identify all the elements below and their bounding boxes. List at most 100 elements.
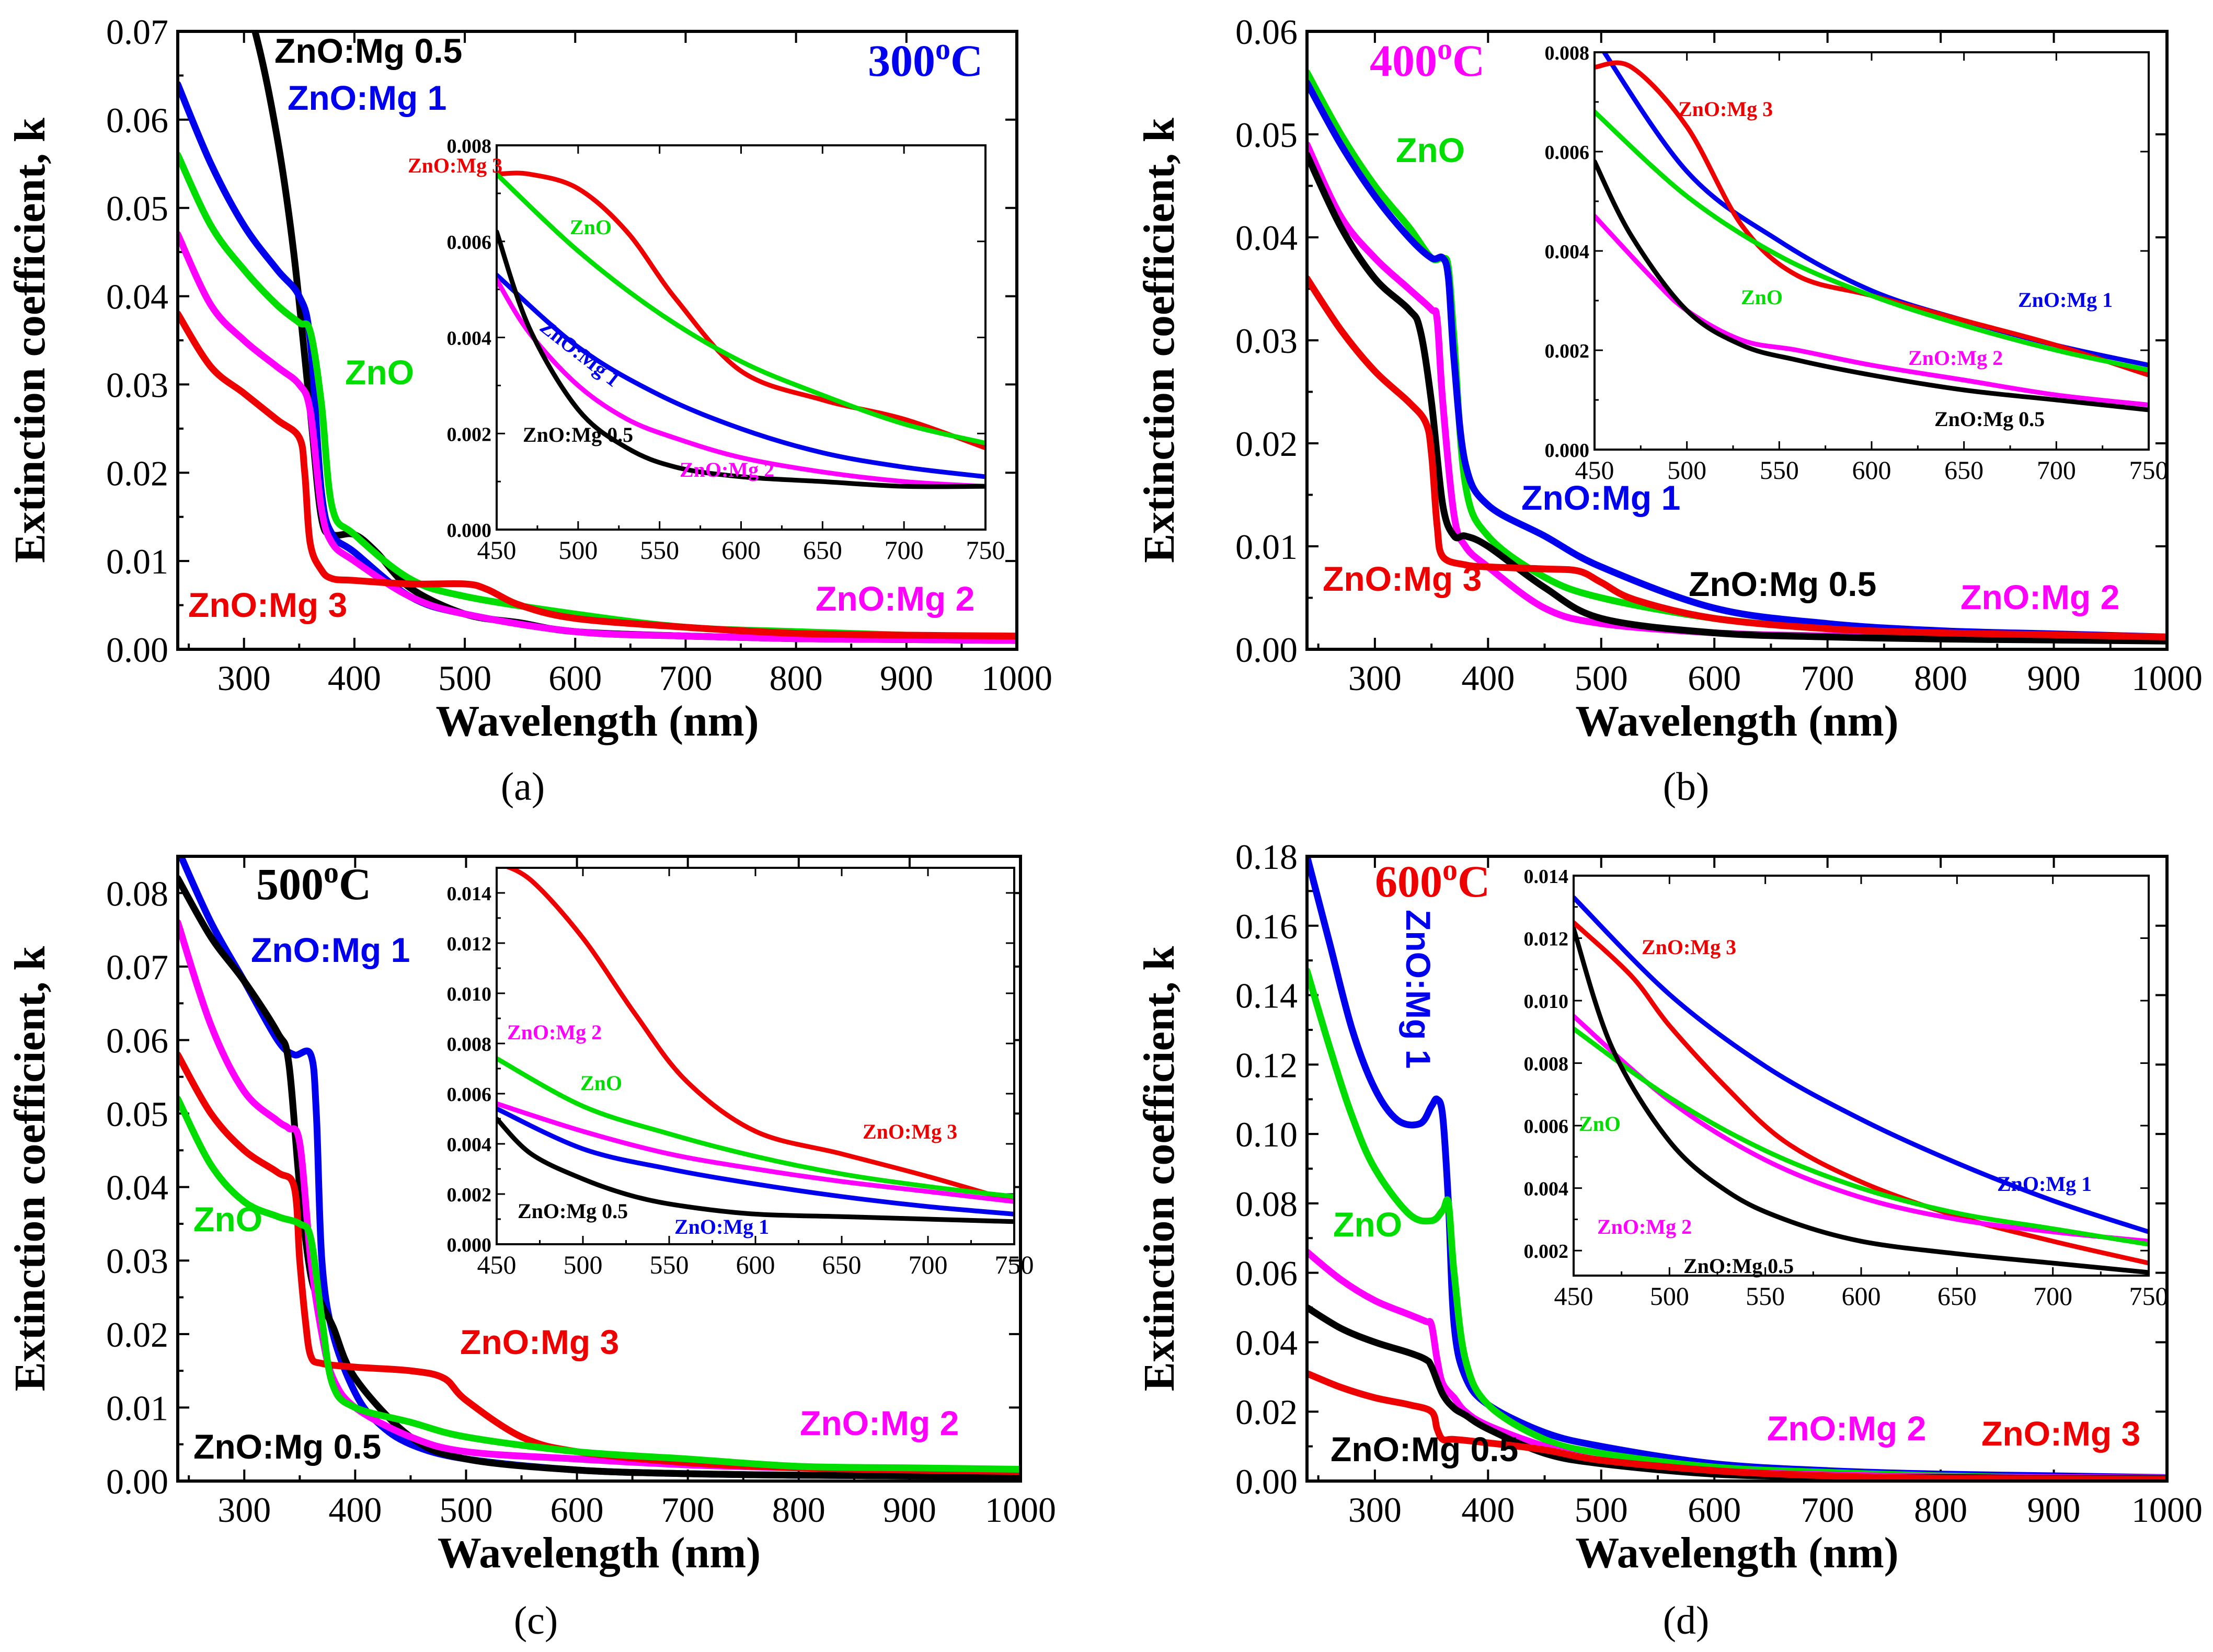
panel-d-plot-frame [1305,855,2169,1483]
panel-d-label-zno-mg-2: ZnO:Mg 2 [1767,1409,1926,1448]
panel-a-y-tick-label: 0.05 [106,189,168,228]
panel-b-inset-x-tick-label: 700 [2037,455,2076,485]
panel-d-x-tick-label: 600 [1688,1490,1741,1530]
panel-a-series-group [178,31,1017,644]
panel-b-series-group [1307,69,2167,645]
panel-d-inset: 450 500 550 600 650 700 750 0.002 0.004 0.006 0.00… [1524,866,2169,1311]
panel-d-inset-label-zno-mg-0-5: ZnO:Mg 0.5 [1683,1254,1794,1278]
panel-c-inset-label-zno: ZnO [580,1071,622,1095]
panel-b-y-tick-label: 0.00 [1235,630,1298,670]
panel-a-inset-series-zno-mg-0-5 [497,229,985,489]
panel-b-y-axis-title: Extinction coefficient, k [1135,118,1184,563]
panel-a-y-tick-label: 0.02 [106,453,168,493]
panel-a-y-axis-title: Extinction coefficient, k [6,118,54,563]
panel-c-y-axis-title: Extinction coefficient, k [6,946,54,1391]
panel-c-inset-y-tick-label: 0.004 [447,1134,492,1156]
panel-b-x-axis-title: Wavelength (nm) [1575,697,1898,745]
panel-c-x-tick-label: 400 [328,1490,382,1530]
panel-a-plot-frame [176,30,1018,651]
panel-a-inset-series-zno-mg-1 [497,272,985,479]
panel-d-inset-x-tick-label: 600 [1842,1281,1881,1311]
panel-b-inset-x-tick-label: 750 [2129,455,2169,485]
panel-a-inset-label-zno-mg-2: ZnO:Mg 2 [680,458,774,481]
panel-d-inset-x-tick-label: 700 [2033,1281,2072,1311]
panel-a-y-tick-label: 0.04 [106,277,168,317]
panel-d-inset-x-tick-label: 750 [2129,1281,2169,1311]
panel-c-x-tick-label: 300 [217,1490,271,1530]
panel-b-y-tick-label: 0.04 [1235,218,1298,258]
panel-c-y-tick-label: 0.06 [106,1020,168,1060]
panel-d-inset-series-zno-mg-1 [1574,895,2149,1234]
panel-c-inset-y-tick-label: 0.000 [447,1234,492,1256]
panel-a-series-zno-mg-3 [178,310,1017,640]
panel-c-inset-x-tick-label: 650 [822,1250,862,1279]
panel-a-label-zno: ZnO [345,353,414,392]
panel-d-x-tick-label: 1000 [2131,1490,2203,1530]
panel-a-inset-series-zno [497,171,985,446]
panel-d-inset-label-zno: ZnO [1579,1112,1621,1135]
panel-c-series-zno [178,1095,1020,1473]
panel-c-label-zno-mg-2: ZnO:Mg 2 [800,1404,959,1442]
panel-c-inset-series-zno [497,1056,1014,1199]
panel-c-inset-label-zno-mg-3: ZnO:Mg 3 [863,1120,957,1143]
panel-c-x-axis-title: Wavelength (nm) [438,1529,761,1577]
panel-d-inset-y-tick-label: 0.008 [1524,1053,1569,1075]
panel-b-y-tick-label: 0.01 [1235,527,1298,567]
panel-a-x-tick-label: 900 [880,658,933,698]
panel-b-inset-series-zno-mg-3 [1595,60,2149,377]
panel-a-inset-x-tick-label: 550 [640,535,679,565]
panel-b-inset-y-tick-label: 0.000 [1545,440,1590,462]
panel-b-y-tick-label: 0.05 [1235,115,1298,155]
panel-b-series-zno-mg-3 [1307,275,2167,640]
panel-a-inset-x-tick-label: 600 [721,535,761,565]
panel-b-inset-series-zno [1595,109,2149,373]
panel-d-label-zno-mg-3: ZnO:Mg 3 [1981,1414,2140,1453]
panel-b-temperature-label: 400oC [1370,32,1485,86]
panel-c-y-tick-label: 0.01 [106,1388,168,1428]
panel-a-y-tick-label: 0.03 [106,365,168,405]
panel-d-inset-y-tick-label: 0.014 [1524,866,1569,888]
panel-d-y-tick-label: 0.18 [1235,837,1298,877]
panel-b-inset-series-zno-mg-2 [1595,214,2149,407]
panel-c-inset-y-tick-label: 0.006 [447,1084,492,1106]
panel-b-inset-x-tick-label: 600 [1852,455,1891,485]
panel-c-inset-x-tick-label: 450 [477,1250,517,1279]
panel-c-inset-y-tick-label: 0.010 [447,983,492,1005]
panel-b-inset-label-zno-mg-0-5: ZnO:Mg 0.5 [1934,407,2045,431]
panel-c-x-tick-label: 600 [551,1490,604,1530]
panel-a-y-tick-label: 0.06 [106,100,168,140]
panel-b: 300 400 500 600 700 800 900 1000 0.00 0.01 0.02 0.0… [1135,12,2203,809]
panel-d-inset-frame [1573,875,2150,1277]
panel-b-inset-x-tick-label: 550 [1760,455,1799,485]
panel-a-x-tick-label: 800 [770,658,823,698]
panel-c-label-zno-mg-1: ZnO:Mg 1 [251,931,410,969]
panel-d-inset-series-group [1574,895,2149,1275]
panel-d: 300 400 500 600 700 800 900 1000 0.00 0.02 0.04 0.0… [1135,837,2203,1643]
panel-b-caption: (b) [1663,765,1710,809]
panel-a-inset-label-zno-mg-0-5: ZnO:Mg 0.5 [523,423,633,446]
panel-c-inset-y-tick-label: 0.002 [447,1184,492,1206]
panel-b-inset-x-tick-label: 450 [1575,455,1614,485]
panel-b-inset-y-tick-label: 0.006 [1545,142,1590,164]
panel-c-series-group [178,856,1020,1481]
panel-c-caption: (c) [514,1599,558,1643]
panel-d-inset-x-tick-label: 450 [1554,1281,1593,1311]
panel-d-x-tick-label: 900 [2027,1490,2081,1530]
panel-a-inset: 450 500 550 600 650 700 750 0.000 0.002 0.004 0.00… [408,135,1005,565]
panel-c-y-tick-label: 0.08 [106,874,168,913]
panel-b-x-tick-label: 400 [1461,658,1515,698]
panel-d-inset-series-zno-mg-3 [1574,920,2149,1266]
panel-a-inset-y-tick-label: 0.002 [447,423,492,445]
panel-d-y-tick-label: 0.14 [1235,976,1298,1016]
panel-c-inset-x-tick-label: 600 [736,1250,775,1279]
panel-b-x-tick-label: 900 [2027,658,2081,698]
panel-a-x-tick-label: 400 [328,658,381,698]
panel-a-inset-x-tick-label: 450 [477,535,517,565]
panel-b-inset-background [1595,52,2149,450]
panel-c-inset-y-tick-label: 0.012 [447,933,492,955]
panel-a-inset-y-tick-label: 0.008 [447,135,492,157]
panel-a-inset-label-zno: ZnO [570,215,612,239]
panel-a-label-zno-mg-0-5: ZnO:Mg 0.5 [274,31,462,70]
panel-d-inset-y-tick-label: 0.002 [1524,1241,1569,1263]
panel-a: 300 400 500 600 700 800 900 1000 0.00 0.01 0.02 0.0… [6,12,1052,809]
